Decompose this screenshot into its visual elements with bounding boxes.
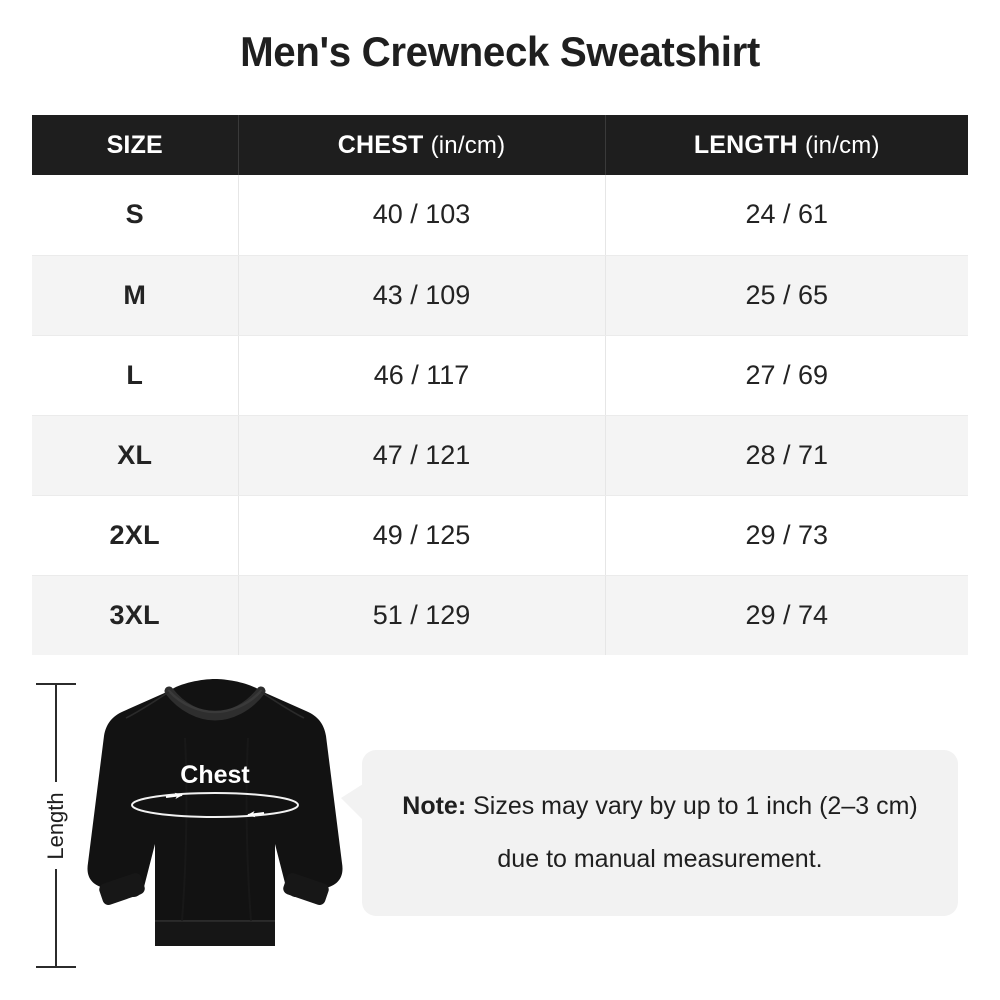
table-row: M 43 / 109 25 / 65: [32, 255, 968, 336]
length-guide-lower-stem: [55, 869, 57, 967]
chest-label: Chest: [180, 761, 250, 789]
note-line-1: Note: Sizes may vary by up to 1 inch (2–…: [402, 791, 918, 821]
length-guide-upper-stem: [55, 684, 57, 782]
cell-length: 28 / 71: [605, 415, 968, 496]
length-measurement-guide: Length: [36, 683, 82, 968]
cell-size: M: [32, 255, 239, 336]
column-header-chest-label: CHEST: [337, 130, 424, 159]
cell-size: XL: [32, 415, 239, 496]
cell-chest: 49 / 125: [238, 495, 606, 576]
cell-size: 3XL: [32, 575, 239, 655]
column-header-length-label: LENGTH: [693, 130, 798, 159]
cell-length: 29 / 74: [605, 575, 968, 655]
table-header-row: SIZE CHEST (in/cm) LENGTH (in/cm): [32, 115, 968, 175]
sweatshirt-illustration: Chest: [70, 678, 360, 978]
column-header-size-label: SIZE: [106, 130, 163, 159]
column-header-length-unit: (in/cm): [804, 131, 880, 159]
length-guide-bottom-cap: [36, 966, 76, 968]
table-header: SIZE CHEST (in/cm) LENGTH (in/cm): [32, 115, 968, 175]
size-chart-table: SIZE CHEST (in/cm) LENGTH (in/cm) S 40 /…: [32, 115, 968, 655]
table-row: S 40 / 103 24 / 61: [32, 175, 968, 256]
table-body: S 40 / 103 24 / 61 M 43 / 109 25 / 65 L …: [32, 175, 968, 655]
cell-chest: 43 / 109: [238, 255, 606, 336]
cell-length: 29 / 73: [605, 495, 968, 576]
sweatshirt-body-shape: [87, 679, 343, 946]
page-title: Men's Crewneck Sweatshirt: [240, 28, 760, 75]
cell-length: 25 / 65: [605, 255, 968, 336]
chest-measurement-arrow: [131, 792, 299, 818]
note-callout: Note: Sizes may vary by up to 1 inch (2–…: [341, 750, 958, 916]
note-bold-prefix: Note:: [402, 791, 467, 820]
cell-size: 2XL: [32, 495, 239, 576]
column-header-size: SIZE: [32, 115, 239, 175]
column-header-chest: CHEST (in/cm): [238, 115, 606, 175]
table-row: XL 47 / 121 28 / 71: [32, 415, 968, 496]
cell-length: 27 / 69: [605, 335, 968, 416]
cell-size: S: [32, 175, 239, 256]
cell-chest: 46 / 117: [238, 335, 606, 416]
cell-length: 24 / 61: [605, 175, 968, 256]
note-text: Note: Sizes may vary by up to 1 inch (2–…: [362, 750, 958, 916]
table-row: 2XL 49 / 125 29 / 73: [32, 495, 968, 576]
note-callout-tail: [341, 784, 363, 820]
note-line-2: due to manual measurement.: [497, 845, 823, 873]
cell-size: L: [32, 335, 239, 416]
cell-chest: 40 / 103: [238, 175, 606, 256]
cell-chest: 47 / 121: [238, 415, 606, 496]
column-header-chest-unit: (in/cm): [430, 131, 506, 159]
table-row: 3XL 51 / 129 29 / 74: [32, 575, 968, 655]
table-row: L 46 / 117 27 / 69: [32, 335, 968, 416]
column-header-length: LENGTH (in/cm): [605, 115, 968, 175]
note-line-1-rest: Sizes may vary by up to 1 inch (2–3 cm): [466, 791, 918, 820]
cell-chest: 51 / 129: [238, 575, 606, 655]
